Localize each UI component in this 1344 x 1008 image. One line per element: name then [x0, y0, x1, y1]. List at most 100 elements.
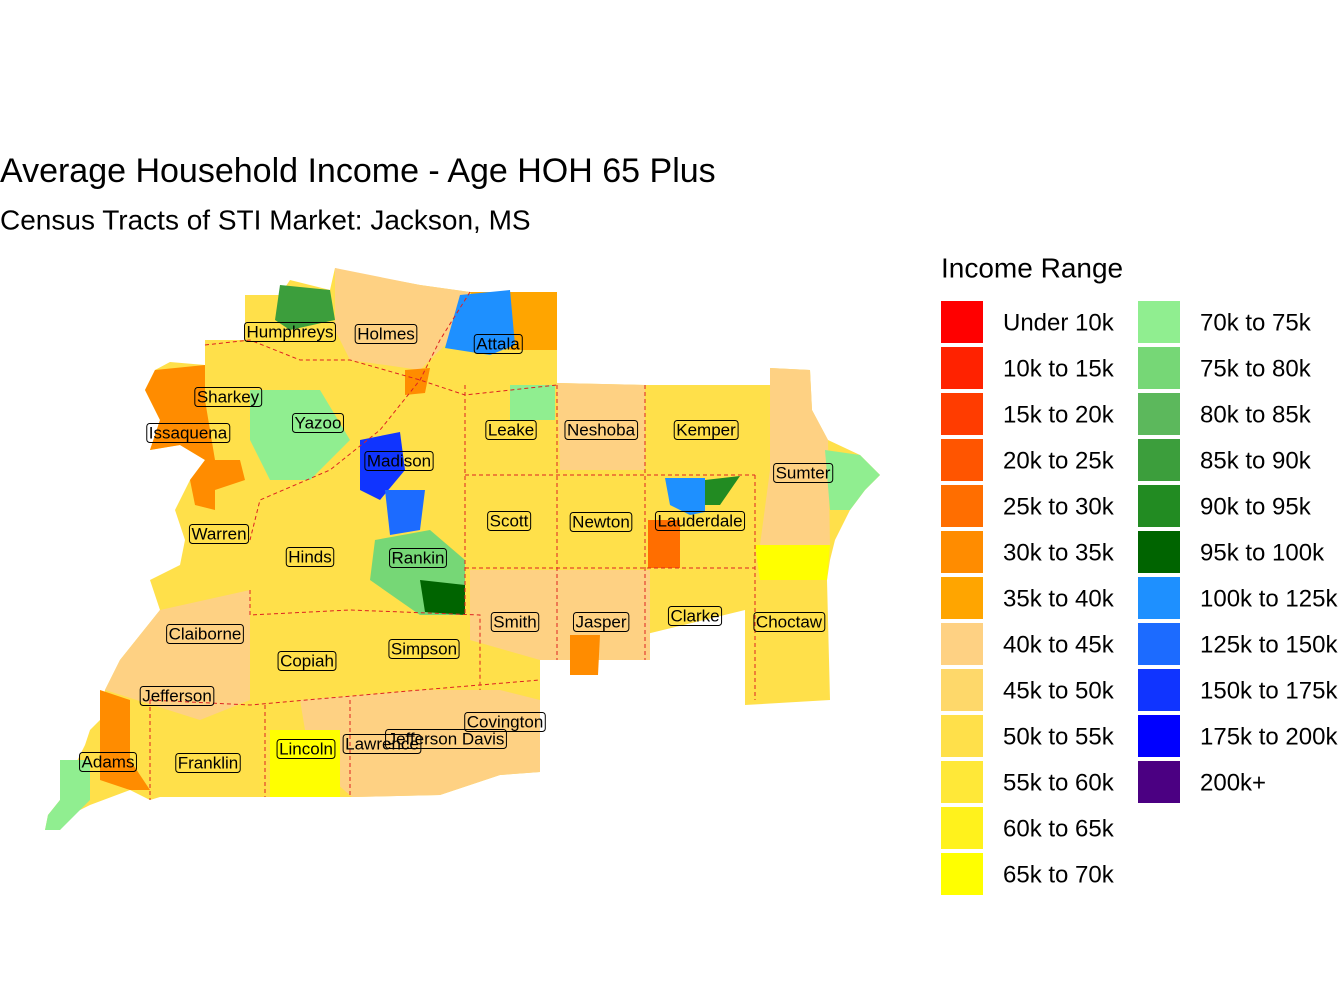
county-label-box	[342, 733, 422, 754]
legend-swatch	[1138, 393, 1180, 435]
legend-swatch	[941, 393, 983, 435]
legend-label: Under 10k	[1003, 309, 1115, 336]
county-label: Neshoba	[567, 420, 636, 439]
county-label: Newton	[572, 512, 630, 531]
legend-swatch	[941, 439, 983, 481]
legend-swatch	[941, 761, 983, 803]
county-label: Hinds	[288, 547, 331, 566]
county-label-box	[194, 386, 263, 407]
patch	[45, 760, 90, 830]
county-label: Covington	[467, 712, 544, 731]
county-label-box	[385, 728, 507, 749]
county-label-box	[388, 638, 460, 659]
county-label: Jefferson	[142, 686, 212, 705]
county-label: Sharkey	[197, 387, 260, 406]
county-label-box	[188, 523, 250, 544]
county-labels: Humphreys Holmes Attala Sharkey Issaquena Yaz…	[79, 321, 834, 773]
county-label: Choctaw	[756, 612, 823, 631]
legend-label: 200k+	[1200, 769, 1266, 796]
legend-label: 85k to 90k	[1200, 447, 1312, 474]
patch	[557, 383, 645, 470]
patch	[360, 432, 405, 500]
patch	[445, 290, 515, 355]
legend-label: 10k to 15k	[1003, 355, 1115, 382]
patch	[145, 365, 245, 510]
title: Average Household Income - Age HOH 65 Pl…	[0, 152, 716, 190]
legend-label: 150k to 175k	[1200, 677, 1338, 704]
county-label: Copiah	[280, 651, 334, 670]
county-label-box	[276, 738, 336, 759]
county-label: Yazoo	[295, 413, 342, 432]
county-label-box	[667, 605, 723, 626]
legend-label: 80k to 85k	[1200, 401, 1312, 428]
county-label: Attala	[476, 334, 520, 353]
county-label: Lincoln	[279, 739, 333, 758]
legend-label: 60k to 65k	[1003, 815, 1115, 842]
legend-label: 25k to 30k	[1003, 493, 1115, 520]
map	[45, 268, 880, 830]
county-label: Jasper	[575, 612, 626, 631]
legend-title: Income Range	[941, 252, 1123, 283]
legend-label: 30k to 35k	[1003, 539, 1115, 566]
legend-swatch	[1138, 761, 1180, 803]
legend-swatch	[1138, 531, 1180, 573]
county-label-box	[175, 752, 241, 773]
county-label: Warren	[191, 524, 246, 543]
legend-swatch	[1138, 485, 1180, 527]
legend-swatch	[941, 669, 983, 711]
patch	[570, 635, 600, 675]
county-label-box	[673, 419, 739, 440]
patch	[705, 476, 740, 505]
patch	[270, 730, 340, 797]
county-label-box	[572, 611, 630, 632]
patch	[300, 690, 540, 797]
county-line	[249, 590, 481, 690]
county-label-box	[490, 611, 540, 632]
legend-swatch	[1138, 715, 1180, 757]
legend-label: 95k to 100k	[1200, 539, 1325, 566]
county-label-box	[654, 510, 746, 531]
subtitle: Census Tracts of STI Market: Jackson, MS	[0, 204, 531, 235]
county-label: Rankin	[392, 548, 445, 567]
legend-swatch	[941, 347, 983, 389]
county-line	[249, 291, 471, 541]
legend-label: 70k to 75k	[1200, 309, 1312, 336]
county-label-box	[166, 623, 244, 644]
legend-label: 90k to 95k	[1200, 493, 1312, 520]
county-label: Adams	[82, 752, 135, 771]
county-label-box	[292, 412, 344, 433]
county-label: Sumter	[776, 463, 831, 482]
county-label-box	[773, 462, 834, 483]
legend-swatch	[941, 853, 983, 895]
county-label-box	[277, 650, 337, 671]
legend-swatch	[1138, 623, 1180, 665]
patch	[100, 690, 150, 790]
patch	[648, 520, 680, 568]
county-label: Madison	[367, 451, 431, 470]
county-line	[149, 679, 541, 706]
legend-swatch	[1138, 347, 1180, 389]
patch	[470, 570, 650, 660]
county-label-box	[285, 546, 335, 567]
county-label-box	[79, 751, 137, 772]
patch	[760, 368, 830, 545]
legend-swatch	[941, 301, 983, 343]
legend-label: 20k to 25k	[1003, 447, 1115, 474]
patch	[275, 285, 335, 330]
legend-label: 175k to 200k	[1200, 723, 1338, 750]
legend-label: 65k to 70k	[1003, 861, 1115, 888]
legend-swatch	[1138, 301, 1180, 343]
legend-swatch	[941, 807, 983, 849]
county-label: Clarke	[670, 606, 719, 625]
patch	[385, 490, 425, 535]
county-label: Simpson	[391, 639, 457, 658]
county-label-box	[364, 450, 434, 471]
county-label-box	[473, 333, 523, 354]
legend-swatch	[1138, 577, 1180, 619]
legend-swatch	[941, 531, 983, 573]
county-label-box	[485, 419, 537, 440]
county-label-box	[354, 323, 418, 344]
county-label: Franklin	[178, 753, 238, 772]
